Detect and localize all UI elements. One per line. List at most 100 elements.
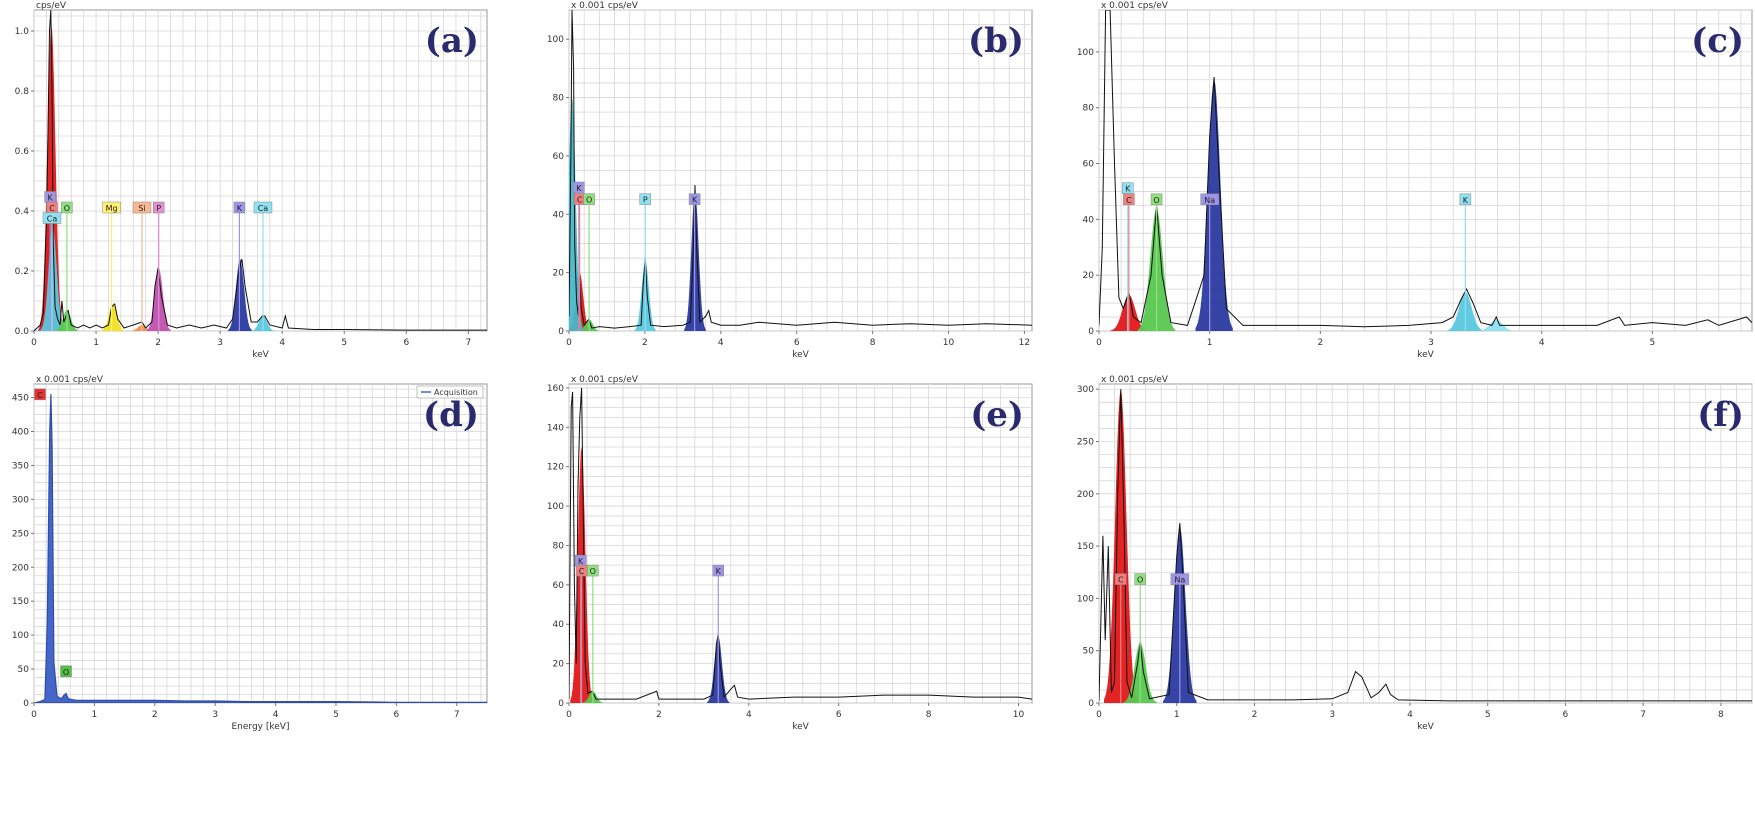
chart-f-marker-box xyxy=(1134,573,1146,585)
chart-b-peak-ca xyxy=(569,97,583,331)
chart-a-panel-label: (a) xyxy=(425,21,479,61)
chart-d-plot-area xyxy=(34,394,487,703)
chart-a-xtick-label: 7 xyxy=(466,338,472,348)
chart-a-xtick-label: 3 xyxy=(217,338,223,348)
chart-b-marker-label: K xyxy=(692,196,698,205)
chart-a-ytick-label: 0.6 xyxy=(15,147,30,157)
chart-f-ytick-label: 0 xyxy=(1088,699,1094,709)
chart-a-ytick-label: 0.8 xyxy=(15,87,30,97)
chart-a-grid xyxy=(33,10,487,332)
chart-b-plot-area xyxy=(569,10,1032,331)
chart-c-marker-box xyxy=(1200,193,1219,206)
chart-c-ytick-label: 0 xyxy=(1088,327,1094,337)
chart-d-xtick-label: 2 xyxy=(152,710,158,720)
chart-e-xtick-label: 4 xyxy=(746,710,752,720)
chart-c-ylabel: x 0.001 cps/eV xyxy=(1101,1,1169,11)
chart-e-marker-label: K xyxy=(716,567,722,576)
chart-d-marker-box xyxy=(34,388,46,401)
chart-a-marker-box xyxy=(102,201,121,214)
chart-f-xtick-label: 8 xyxy=(1718,710,1724,720)
chart-a-peak-ca xyxy=(40,226,65,331)
chart-f-xtick-label: 1 xyxy=(1174,710,1180,720)
chart-f-marker-label: Na xyxy=(1174,576,1185,585)
chart-a-xtick-label: 5 xyxy=(341,338,347,348)
chart-c-xtick-label: 5 xyxy=(1650,338,1656,348)
chart-c-xtick-label: 0 xyxy=(1096,338,1102,348)
chart-f-panel-label: (f) xyxy=(1697,395,1744,435)
chart-d-xtick-label: 0 xyxy=(31,710,37,720)
chart-c-marker-box xyxy=(1123,193,1135,206)
chart-a-xtick-label: 2 xyxy=(155,338,161,348)
chart-d-plot-frame xyxy=(33,383,488,704)
chart-d-legend-box xyxy=(416,385,484,399)
chart-e-xtick-label: 2 xyxy=(656,710,662,720)
chart-c-xlabel: keV xyxy=(1417,350,1434,360)
chart-f-xlabel: keV xyxy=(1417,722,1434,732)
chart-e-xtick-label: 8 xyxy=(926,710,932,720)
chart-f-xtick-label: 3 xyxy=(1329,710,1335,720)
chart-d-ytick-label: 450 xyxy=(12,394,29,404)
chart-f-marker-label: C xyxy=(1118,576,1124,585)
chart-c-plot-frame xyxy=(1098,9,1753,332)
chart-f-ytick-label: 150 xyxy=(1077,542,1094,552)
chart-a-marker-box xyxy=(61,201,73,214)
chart-a-marker-label: O xyxy=(64,204,70,213)
chart-d-xtick-label: 1 xyxy=(92,710,98,720)
chart-f-peak-c xyxy=(1104,389,1138,703)
chart-b-marker-box xyxy=(688,193,701,205)
chart-a-ytick-label: 0.2 xyxy=(15,267,29,277)
chart-b-marker-label: O xyxy=(586,196,592,205)
chart-e-marker-box xyxy=(712,564,724,577)
chart-c-ytick-label: 100 xyxy=(1077,48,1094,58)
chart-d-ytick-label: 200 xyxy=(12,563,29,573)
chart-f-ytick-label: 50 xyxy=(1083,647,1095,657)
chart-e-marker-label: K xyxy=(578,557,584,566)
chart-f-marker-box xyxy=(1115,573,1127,585)
chart-e-marker-label: C xyxy=(579,567,585,576)
chart-d-svg: x 0.001 cps/eV Energy [keV] 0 1 2 3 4 5 6 7 0 50 100… xyxy=(12,375,488,732)
chart-d-legend-label: Acquisition xyxy=(434,388,478,397)
chart-d-ytick-label: 100 xyxy=(12,631,29,641)
chart-a-peak-mg xyxy=(100,304,125,331)
chart-e-ytick-label: 20 xyxy=(553,660,565,670)
chart-a-xtick-label: 4 xyxy=(279,338,285,348)
chart-c-series-line xyxy=(1099,10,1752,328)
chart-f-grid xyxy=(1098,384,1753,704)
chart-e-ylabel: x 0.001 cps/eV xyxy=(571,375,639,385)
chart-a-marker-box xyxy=(152,201,165,214)
chart-b-marker-label: K xyxy=(576,184,582,193)
chart-c-ytick-label: 80 xyxy=(1083,104,1095,114)
chart-f-marker-box xyxy=(1170,573,1190,585)
chart-a-marker-box xyxy=(253,201,273,214)
chart-f-xtick-label: 2 xyxy=(1252,710,1258,720)
chart-f-xtick-label: 4 xyxy=(1407,710,1413,720)
chart-e-panel-label: (e) xyxy=(970,395,1024,435)
chart-e-ytick-label: 100 xyxy=(547,502,564,512)
chart-d-ylabel: x 0.001 cps/eV xyxy=(36,375,104,385)
chart-b-xtick-label: 10 xyxy=(943,338,955,348)
chart-d-ytick-label: 350 xyxy=(12,461,29,471)
chart-a-xtick-label: 1 xyxy=(93,338,99,348)
chart-b-ytick-label: 60 xyxy=(553,152,565,162)
chart-d-marker-label: O xyxy=(63,668,69,677)
chart-b-xtick-label: 6 xyxy=(794,338,800,348)
chart-d-ytick-label: 0 xyxy=(23,699,29,709)
panel-e: x 0.001 cps/eV keV 0 2 4 6 8 10 0 20 40 60 80 100 120 1… xyxy=(535,372,1035,740)
chart-d-xtick-label: 6 xyxy=(394,710,400,720)
chart-c-ytick-label: 40 xyxy=(1083,215,1095,225)
chart-b-ytick-label: 20 xyxy=(553,269,565,279)
chart-e-xlabel: keV xyxy=(792,722,809,732)
chart-c-plot-area xyxy=(1099,10,1752,331)
chart-a-ytick-label: 0.4 xyxy=(15,207,30,217)
chart-d-ytick-label: 300 xyxy=(12,495,29,505)
chart-f-ytick-label: 250 xyxy=(1077,438,1094,448)
chart-d-ytick-label: 400 xyxy=(12,428,29,438)
chart-a-xlabel: keV xyxy=(252,350,269,360)
chart-e-xtick-label: 6 xyxy=(836,710,842,720)
chart-b-marker-label: C xyxy=(577,196,583,205)
chart-d-marker-box xyxy=(60,665,72,678)
